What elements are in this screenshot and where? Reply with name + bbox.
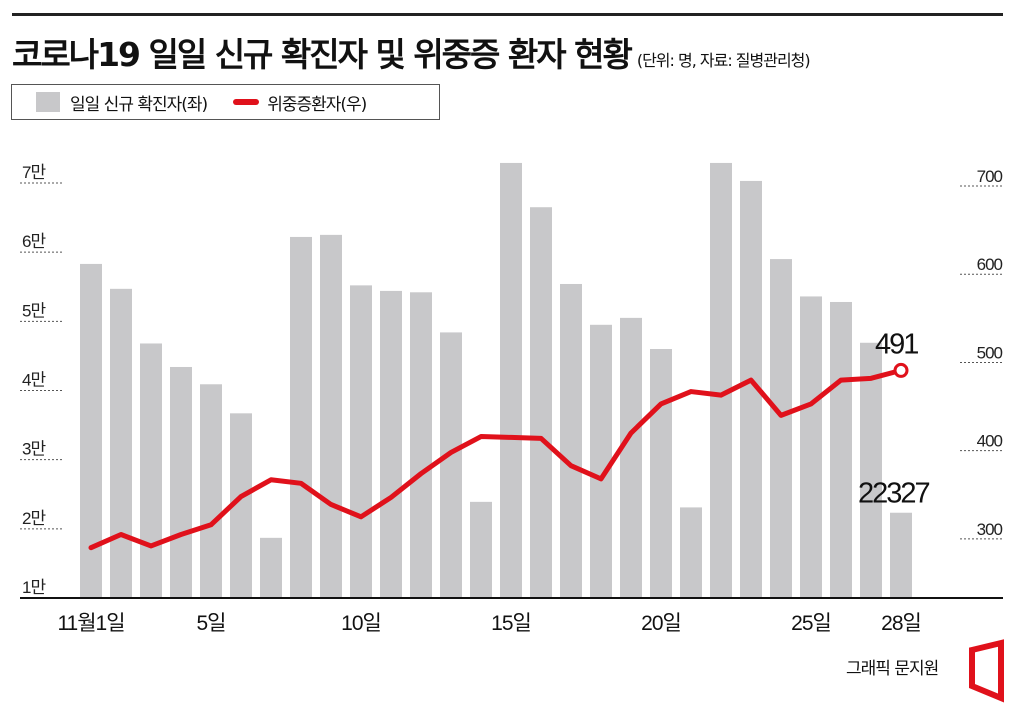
left-tick-label: 4만 [22,371,46,390]
right-tick-label: 700 [977,167,1003,186]
bar-day-10 [350,285,372,598]
bar-day-5 [200,384,222,598]
line-point-day-28 [893,362,909,378]
bar-day-13 [440,332,462,598]
bar-day-15 [500,162,522,599]
bar-day-20 [650,349,672,598]
bar-day-23 [740,180,762,599]
legend-line-swatch [233,99,260,105]
bar-day-14 [470,501,492,598]
bar-day-22 [710,162,732,599]
bar-day-17 [560,283,582,598]
right-tick-label: 600 [977,255,1003,274]
x-tick-label: 28일 [881,612,921,635]
x-tick-label: 15일 [491,612,531,635]
legend-line-label: 위중증환자(우) [267,94,367,115]
bar-day-19 [620,317,642,598]
left-tick-label: 5만 [22,301,46,320]
legend-bar-label: 일일 신규 확진자(좌) [70,94,208,115]
right-tick-label: 400 [977,432,1003,451]
left-tick-label: 2만 [22,509,46,528]
bar-day-3 [140,343,162,598]
bar-day-28 [890,512,912,598]
graphic-credit: 그래픽 문지원 [846,659,939,679]
bar-day-24 [770,259,792,598]
x-tick-label: 25일 [791,612,831,635]
x-tick-label: 11월1일 [57,612,124,635]
legend: 일일 신규 확진자(좌) 위중증환자(우) [11,84,440,120]
bar-day-12 [410,292,432,598]
top-rule [12,13,1003,16]
bar-day-4 [170,366,192,598]
left-tick-label: 1만 [22,578,46,597]
chart-title: 코로나19 일일 신규 확진자 및 위중증 환자 현황 [12,35,633,74]
x-tick-label: 5일 [197,612,226,635]
bar-day-1 [80,263,102,598]
annotation-critical-value: 491 [875,328,918,360]
bar-day-8 [290,236,312,598]
left-tick-label: 7만 [22,163,46,182]
legend-bar-swatch [36,92,60,112]
left-tick-label: 6만 [22,232,46,251]
annotation-cases-value: 22327 [858,478,930,510]
right-tick-label: 300 [977,520,1003,539]
x-tick-label: 20일 [641,612,681,635]
bar-day-25 [800,296,822,598]
bar-day-16 [530,207,552,599]
bar-day-6 [230,413,252,598]
bar-day-9 [320,234,342,598]
bar-day-2 [110,288,132,598]
bar-day-26 [830,301,852,598]
bar-day-21 [680,507,702,598]
bar-day-18 [590,324,612,598]
bar-day-27 [860,342,882,598]
unit-source-note: (단위: 명, 자료: 질병관리청) [636,51,811,70]
x-tick-label: 10일 [341,612,381,635]
right-tick-label: 500 [977,343,1003,362]
critical-patients-line [88,367,904,551]
bar-day-11 [380,290,402,598]
left-tick-label: 3만 [22,440,46,459]
chart-title-block: 코로나19 일일 신규 확진자 및 위중증 환자 현황 (단위: 명, 자료: 질… [12,28,811,76]
bar-day-7 [260,537,282,598]
